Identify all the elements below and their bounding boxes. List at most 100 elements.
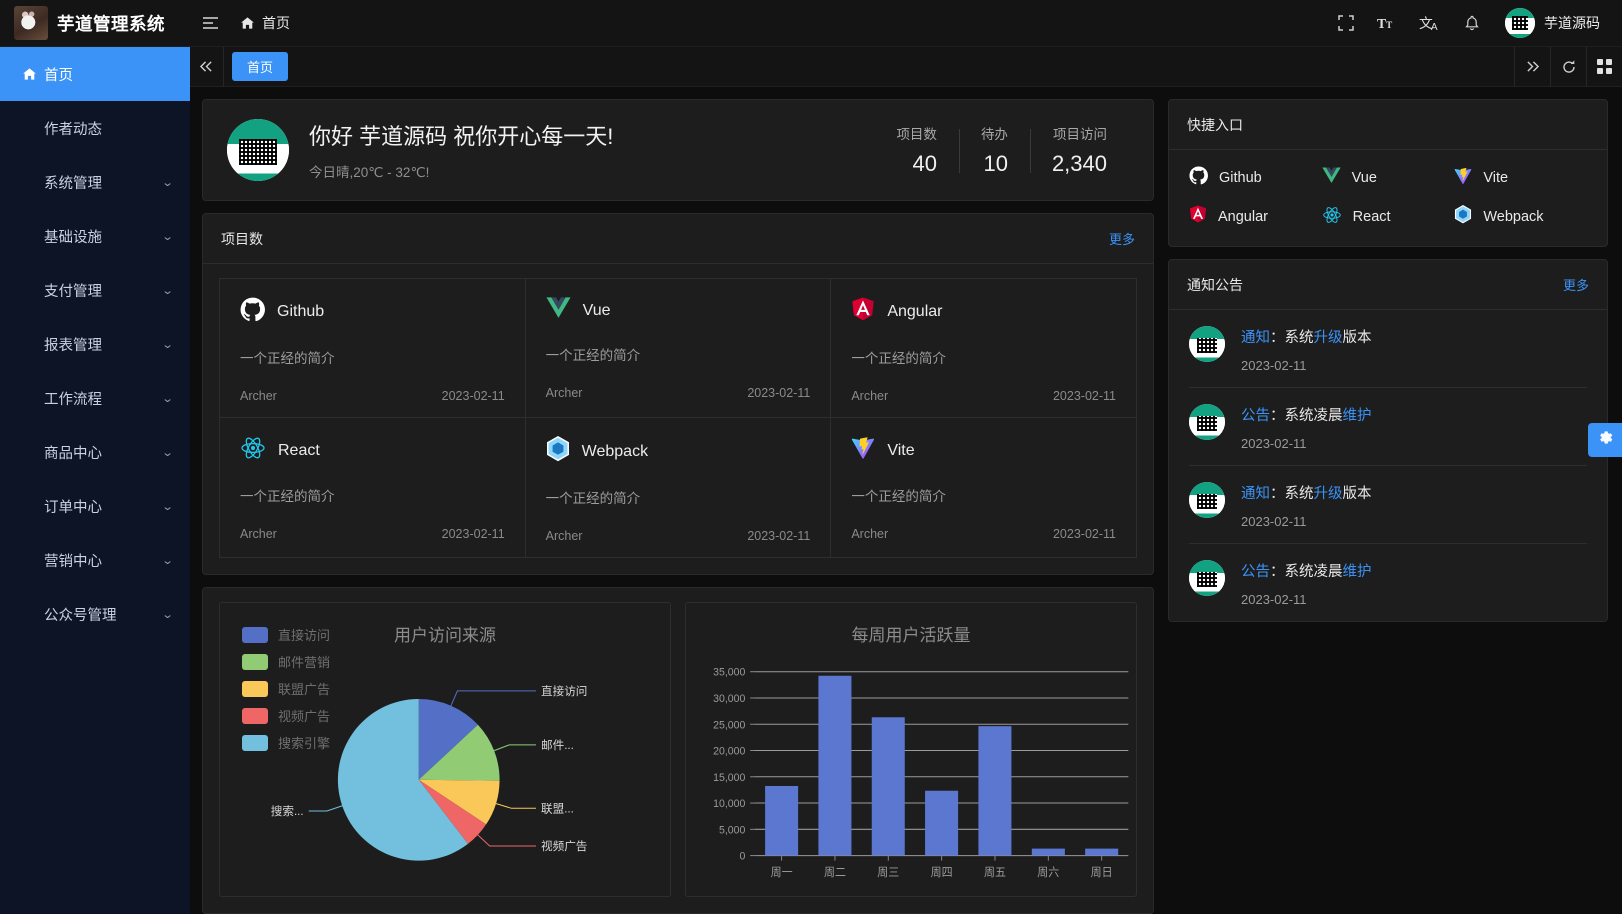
pie-labels: 直接访问邮件...联盟...视频广告搜索...: [271, 684, 588, 853]
quick-entry-label: Webpack: [1483, 208, 1544, 225]
pie-slice[interactable]: [418, 698, 478, 780]
fullscreen-icon[interactable]: [1327, 3, 1365, 43]
bar[interactable]: [925, 790, 959, 856]
sidebar-item-label: 营销中心: [44, 553, 102, 570]
sidebar-item-product[interactable]: 商品中心 ⌄: [0, 425, 190, 479]
notice-avatar: [1189, 560, 1225, 596]
project-card-vite[interactable]: Vite 一个正经的简介 Archer 2023-02-11: [831, 418, 1137, 558]
project-card-github[interactable]: Github 一个正经的简介 Archer 2023-02-11: [220, 279, 526, 418]
bar-x-tick-labels: 周一 周二 周三 周四 周五 周六 周日: [771, 866, 1113, 879]
notice-suffix: 版本: [1342, 330, 1372, 346]
pie-chart-title: 用户访问来源: [394, 626, 496, 645]
welcome-card: 你好 芋道源码 祝你开心每一天! 今日晴,20℃ - 32℃! 项目数 40 待…: [202, 99, 1154, 201]
sidebar-item-label: 基础设施: [44, 229, 102, 246]
pie-leader-line: [494, 802, 536, 809]
notices-more-link[interactable]: 更多: [1562, 278, 1589, 293]
notice-date: 2023-02-11: [1241, 514, 1307, 529]
project-card-react[interactable]: React 一个正经的简介 Archer 2023-02-11: [220, 418, 526, 558]
brand[interactable]: 芋道管理系统: [0, 6, 190, 40]
bar[interactable]: [765, 785, 799, 856]
bell-icon[interactable]: [1453, 3, 1491, 43]
projects-more-link[interactable]: 更多: [1108, 232, 1135, 247]
legend-swatch: [242, 734, 268, 751]
quick-entry-angular[interactable]: Angular: [1189, 205, 1322, 228]
webpack-icon: [1454, 205, 1472, 228]
sidebar-item-infra[interactable]: 基础设施 ⌄: [0, 209, 190, 263]
project-card-angular[interactable]: Angular 一个正经的简介 Archer 2023-02-11: [831, 279, 1137, 418]
tabs-bar: 首页: [190, 46, 1622, 87]
brand-title: 芋道管理系统: [57, 13, 165, 34]
quick-entry-vue[interactable]: Vue: [1322, 166, 1455, 189]
legend-swatch: [242, 626, 268, 643]
tab-home[interactable]: 首页: [232, 52, 289, 81]
stat-todo: 待办 10: [958, 123, 1030, 177]
hamburger-icon[interactable]: [190, 0, 230, 47]
bar[interactable]: [978, 726, 1012, 856]
notice-item[interactable]: 通知：系统升级版本 2023-02-11: [1189, 466, 1587, 544]
project-name: React: [278, 441, 320, 459]
tabs-scroll-area: 首页: [224, 52, 1514, 81]
project-card-webpack[interactable]: Webpack 一个正经的简介 Archer 2023-02-11: [525, 418, 832, 558]
notice-item[interactable]: 通知：系统升级版本 2023-02-11: [1189, 310, 1587, 388]
project-desc: 一个正经的简介: [240, 489, 335, 504]
chevron-down-icon: ⌄: [161, 230, 174, 243]
refresh-icon[interactable]: [1550, 46, 1586, 87]
stat-value: 10: [983, 151, 1008, 176]
notices-card: 通知公告 更多 通知：系统升级版本 2023-02-11: [1168, 259, 1608, 622]
sidebar-item-label: 公众号管理: [44, 607, 117, 624]
bar[interactable]: [871, 717, 905, 856]
sidebar-item-marketing[interactable]: 营销中心 ⌄: [0, 533, 190, 587]
bar[interactable]: [1085, 848, 1119, 856]
sidebar-item-mp[interactable]: 公众号管理 ⌄: [0, 587, 190, 641]
svg-text:文: 文: [1419, 16, 1433, 31]
content-area: 你好 芋道源码 祝你开心每一天! 今日晴,20℃ - 32℃! 项目数 40 待…: [190, 87, 1622, 914]
bar[interactable]: [1031, 848, 1065, 856]
notice-item[interactable]: 公告：系统凌晨维护 2023-02-11: [1189, 388, 1587, 466]
pie-slice[interactable]: [418, 779, 500, 825]
quick-entry-webpack[interactable]: Webpack: [1454, 205, 1587, 228]
stat-label: 项目数: [896, 127, 937, 142]
x-tick-label: 周五: [984, 866, 1006, 879]
welcome-stats: 项目数 40 待办 10 项目访问 2,340: [874, 123, 1129, 177]
double-chevron-right-icon[interactable]: [1514, 46, 1550, 87]
settings-gear-button[interactable]: [1588, 423, 1622, 457]
pie-svg: 直接访问邮件...联盟...视频广告搜索...: [271, 684, 588, 861]
sidebar-item-author-news[interactable]: 作者动态: [0, 101, 190, 155]
sidebar-item-pay[interactable]: 支付管理 ⌄: [0, 263, 190, 317]
bar-svg: 0 5,000 10,000 15,000 20,000 25,000 30,000 35,0…: [713, 667, 1129, 879]
notice-avatar: [1189, 404, 1225, 440]
stat-visits: 项目访问 2,340: [1029, 123, 1129, 177]
pie-slice[interactable]: [418, 724, 500, 781]
quick-entry-react[interactable]: React: [1322, 205, 1455, 228]
sidebar-item-home[interactable]: 首页: [0, 47, 190, 101]
quick-entry-vite[interactable]: Vite: [1454, 166, 1587, 189]
y-tick-label: 30,000: [713, 693, 745, 705]
notice-date: 2023-02-11: [1241, 436, 1307, 451]
x-tick-label: 周一: [771, 866, 793, 879]
project-author: Archer: [545, 386, 583, 400]
pie-slice-label: 邮件...: [541, 738, 574, 752]
notice-item[interactable]: 公告：系统凌晨维护 2023-02-11: [1189, 544, 1587, 621]
project-author: Archer: [240, 389, 277, 403]
notice-title: 通知：系统升级版本: [1241, 326, 1372, 347]
sidebar-item-workflow[interactable]: 工作流程 ⌄: [0, 371, 190, 425]
sidebar-item-order[interactable]: 订单中心 ⌄: [0, 479, 190, 533]
grid-icon[interactable]: [1586, 46, 1622, 87]
user-name: 芋道源码: [1544, 15, 1600, 31]
pie-slice[interactable]: [337, 698, 468, 861]
pie-slice[interactable]: [418, 779, 487, 844]
breadcrumb[interactable]: 首页: [230, 0, 300, 47]
notice-body: ：系统: [1270, 330, 1314, 346]
pie-chart[interactable]: 用户访问来源 直接访问 邮件营销 联盟广告 视频广告 搜索引擎: [219, 602, 671, 897]
project-card-vue[interactable]: Vue 一个正经的简介 Archer 2023-02-11: [525, 279, 832, 418]
bar[interactable]: [818, 675, 852, 856]
sidebar-item-system[interactable]: 系统管理 ⌄: [0, 155, 190, 209]
double-chevron-left-icon[interactable]: [190, 46, 224, 87]
user-menu[interactable]: 芋道源码: [1495, 8, 1606, 38]
bar-chart[interactable]: 每周用户活跃量 0 5,000 10,000 15,000 20,000 25,000 30…: [685, 602, 1137, 897]
sidebar-item-report[interactable]: 报表管理 ⌄: [0, 317, 190, 371]
quick-entry-github[interactable]: Github: [1189, 166, 1322, 189]
